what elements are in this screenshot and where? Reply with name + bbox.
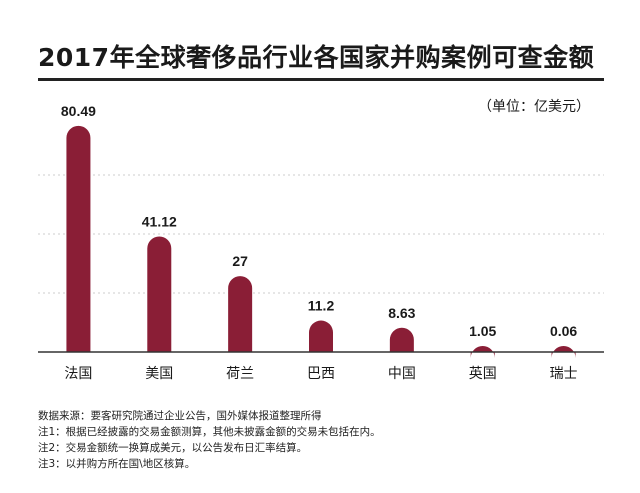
category-label-6: 瑞士 [550, 366, 578, 382]
bar-0 [66, 125, 91, 352]
title-divider [38, 78, 604, 81]
bar-1 [147, 236, 172, 352]
note-1: 注1：根据已经披露的交易金额测算，其他未披露金额的交易未包括在内。 [38, 426, 381, 438]
data-label-4: 8.63 [388, 305, 415, 321]
unit-label: （单位：亿美元） [478, 99, 590, 115]
data-label-3: 11.2 [308, 298, 335, 314]
chart-title: 2017年全球奢侈品行业各国家并购案例可查金额 [38, 43, 595, 72]
category-label-1: 美国 [145, 366, 173, 382]
category-label-2: 荷兰 [226, 366, 254, 382]
data-label-1: 41.12 [142, 213, 177, 229]
bar-2 [228, 276, 253, 352]
data-label-2: 27 [232, 253, 248, 269]
bar-3 [309, 320, 333, 352]
footnotes: 数据来源：要客研究院通过企业公告，国外媒体报道整理所得 注1：根据已经披露的交易… [38, 408, 381, 472]
category-label-4: 中国 [388, 366, 416, 382]
data-label-5: 1.05 [469, 323, 496, 339]
note-3: 注3：以并购方所在国\地区核算。 [38, 458, 196, 470]
note-source: 数据来源：要客研究院通过企业公告，国外媒体报道整理所得 [38, 410, 322, 422]
note-2: 注2：交易金额统一换算成美元，以公告发布日汇率结算。 [38, 442, 308, 454]
data-label-6: 0.06 [550, 323, 577, 339]
data-label-0: 80.49 [61, 103, 96, 119]
category-label-5: 英国 [469, 365, 497, 382]
bar-4 [389, 327, 414, 352]
category-label-3: 巴西 [307, 366, 335, 382]
category-label-0: 法国 [64, 366, 92, 382]
